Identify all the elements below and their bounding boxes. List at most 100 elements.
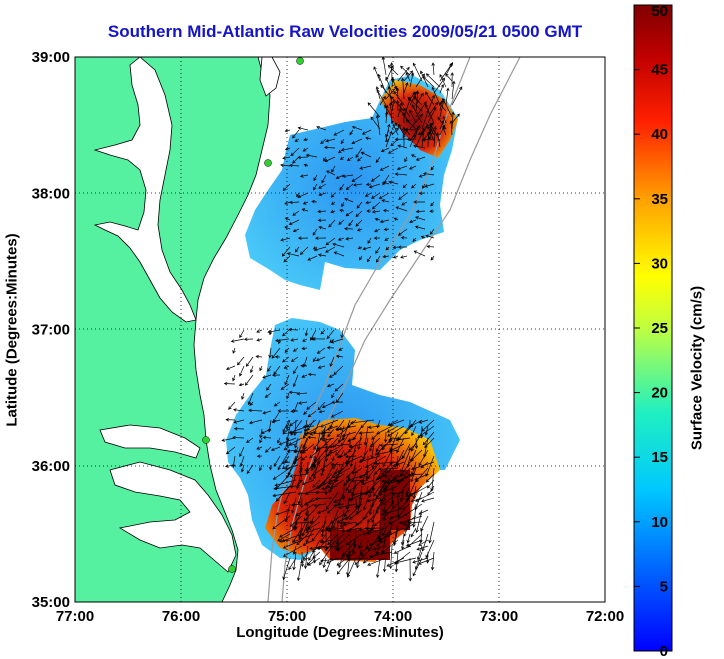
velocity-arrow bbox=[225, 417, 236, 422]
velocity-arrow bbox=[272, 515, 291, 530]
grid-lines bbox=[75, 57, 605, 602]
velocity-arrow bbox=[312, 356, 317, 363]
velocity-arrow bbox=[412, 557, 423, 577]
velocity-arrow bbox=[418, 449, 429, 467]
colorbar-tick-label: 10 bbox=[651, 514, 668, 531]
x-tick-label: 77:00 bbox=[56, 608, 94, 625]
velocity-arrow bbox=[272, 491, 297, 498]
velocity-arrow bbox=[403, 70, 414, 82]
velocity-arrow bbox=[335, 174, 345, 179]
velocity-arrow bbox=[243, 337, 254, 342]
velocity-arrow bbox=[239, 455, 245, 467]
velocity-arrow bbox=[310, 449, 327, 468]
velocity-arrow bbox=[317, 253, 327, 257]
velocity-arrow bbox=[301, 346, 308, 351]
station-marker bbox=[228, 565, 236, 573]
velocity-arrow bbox=[320, 138, 327, 144]
velocity-arrow bbox=[289, 163, 300, 168]
velocity-arrow bbox=[417, 425, 435, 439]
colorbar-tick-label: 15 bbox=[651, 449, 668, 466]
velocity-arrow bbox=[409, 72, 415, 88]
velocity-arrow bbox=[334, 383, 344, 392]
station-marker bbox=[264, 159, 272, 167]
velocity-arrow bbox=[420, 515, 429, 532]
velocity-arrow bbox=[294, 138, 300, 142]
velocity-arrow bbox=[408, 520, 423, 525]
velocity-arrow bbox=[311, 337, 326, 341]
velocity-arrow bbox=[424, 104, 435, 124]
velocity-arrow bbox=[256, 338, 263, 342]
velocity-arrow bbox=[303, 551, 309, 561]
velocity-arrow bbox=[239, 329, 245, 339]
velocity-arrow bbox=[259, 437, 263, 444]
velocity-arrow bbox=[409, 219, 417, 224]
velocity-arrow bbox=[241, 392, 245, 400]
velocity-arrow bbox=[342, 174, 354, 178]
velocity-arrow bbox=[247, 392, 254, 406]
velocity-arrow bbox=[316, 347, 326, 354]
velocity-arrow bbox=[410, 431, 423, 452]
velocity-arrow bbox=[418, 419, 429, 424]
velocity-arrow bbox=[307, 419, 315, 431]
velocity-arrow bbox=[284, 347, 290, 354]
velocity-arrow bbox=[292, 551, 297, 571]
velocity-arrow bbox=[398, 515, 423, 525]
velocity-arrow bbox=[256, 446, 263, 450]
velocity-arrow bbox=[274, 479, 297, 487]
velocity-arrow bbox=[378, 461, 393, 480]
velocity-arrow bbox=[385, 130, 393, 148]
velocity-arrow bbox=[345, 454, 357, 459]
velocity-arrow bbox=[422, 76, 435, 88]
velocity-arrow bbox=[365, 182, 372, 187]
velocity-arrow bbox=[290, 338, 299, 342]
velocity-arrow bbox=[426, 123, 435, 142]
velocity-arrow bbox=[359, 467, 375, 479]
velocity-arrow bbox=[389, 62, 394, 82]
velocity-arrow bbox=[317, 401, 326, 411]
velocity-arrow bbox=[415, 509, 423, 534]
velocity-arrow bbox=[255, 354, 263, 359]
velocity-arrow bbox=[236, 356, 245, 366]
velocity-arrow bbox=[317, 209, 327, 214]
velocity-arrow bbox=[335, 446, 344, 456]
velocity-arrow bbox=[300, 557, 309, 564]
y-tick-label: 39:00 bbox=[32, 49, 70, 66]
colorbar-tick-label: 25 bbox=[651, 320, 668, 337]
velocity-arrow bbox=[355, 219, 363, 227]
velocity-arrow bbox=[431, 62, 435, 76]
velocity-arrow bbox=[288, 390, 299, 395]
velocity-arrow bbox=[387, 64, 399, 76]
velocity-arrow bbox=[313, 246, 327, 252]
velocity-arrow bbox=[339, 521, 351, 525]
velocity-arrow bbox=[338, 425, 357, 431]
velocity-arrow bbox=[347, 479, 363, 494]
velocity-arrow bbox=[333, 503, 345, 508]
velocity-arrow bbox=[412, 96, 423, 106]
velocity-arrow bbox=[302, 424, 315, 429]
velocity-arrow bbox=[321, 437, 335, 442]
velocity-arrow bbox=[239, 446, 245, 458]
velocity-arrow bbox=[367, 461, 381, 480]
velocity-arrow bbox=[397, 509, 405, 518]
y-axis-label: Latitude (Degrees:Minutes) bbox=[3, 233, 21, 427]
velocity-arrow bbox=[248, 408, 263, 413]
velocity-arrow bbox=[303, 497, 321, 506]
velocity-arrow bbox=[400, 461, 411, 478]
velocity-arrow bbox=[238, 382, 245, 387]
velocity-arrow bbox=[424, 183, 435, 188]
y-tick-label: 36:00 bbox=[32, 458, 70, 475]
velocity-arrow bbox=[402, 503, 411, 510]
velocity-arrow bbox=[302, 201, 309, 205]
velocity-arrow bbox=[361, 129, 372, 135]
velocity-arrow bbox=[364, 479, 381, 496]
velocity-arrow bbox=[284, 374, 290, 386]
velocity-arrow bbox=[333, 251, 345, 257]
velocity-arrow bbox=[407, 96, 423, 112]
velocity-arrow bbox=[332, 242, 345, 248]
velocity-arrow bbox=[333, 467, 345, 475]
velocity-arrow bbox=[395, 437, 411, 442]
velocity-arrow bbox=[450, 72, 454, 88]
velocity-arrow bbox=[373, 66, 381, 82]
velocity-arrow bbox=[318, 409, 326, 414]
velocity-arrow bbox=[358, 431, 375, 435]
